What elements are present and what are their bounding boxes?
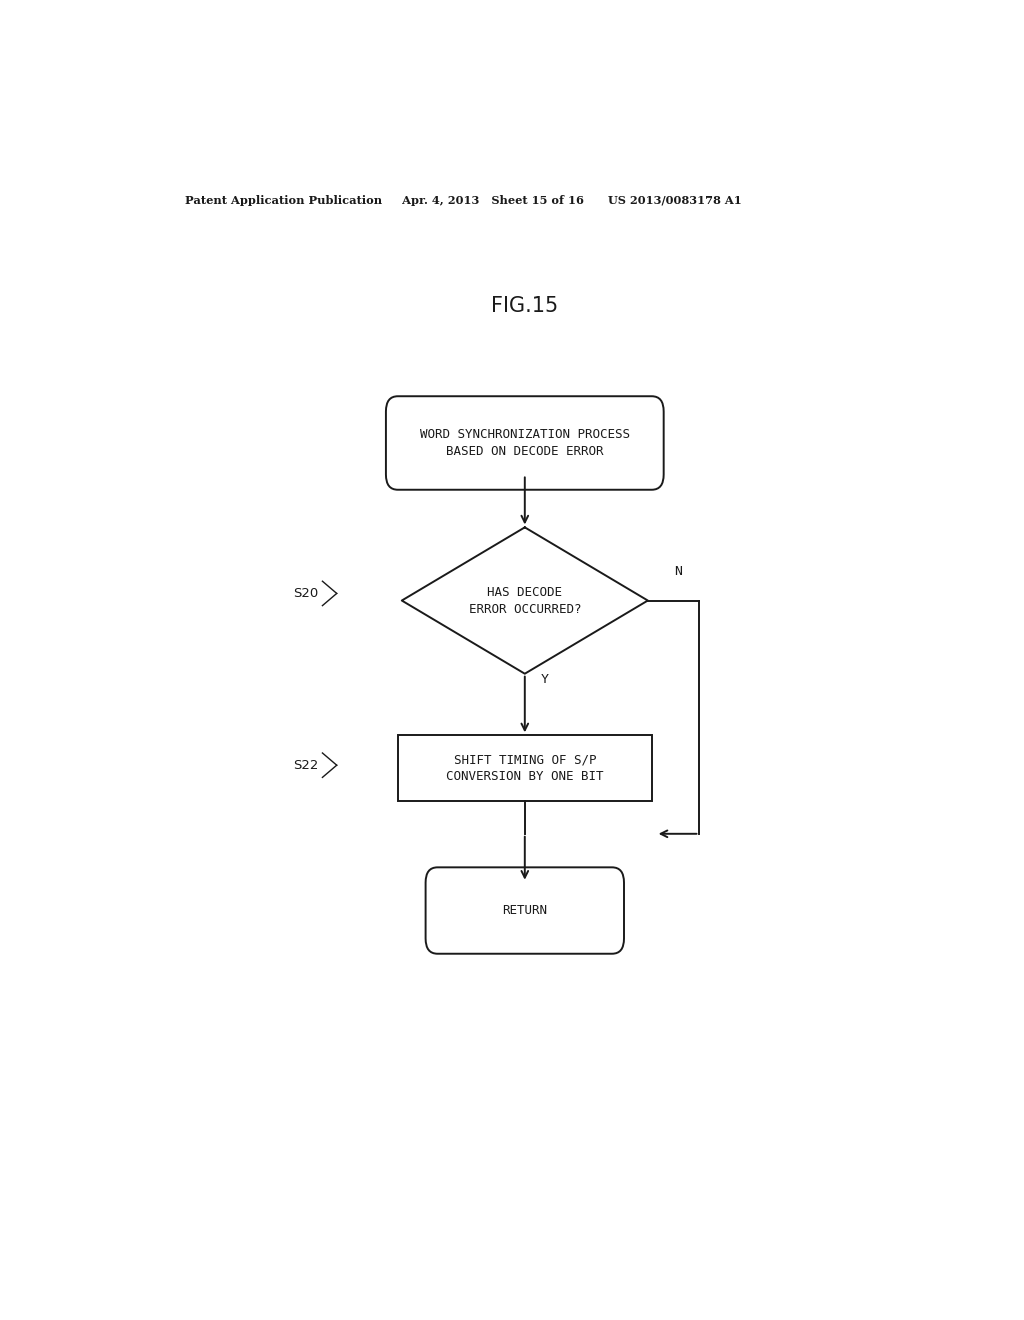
Text: HAS DECODE
ERROR OCCURRED?: HAS DECODE ERROR OCCURRED?	[469, 586, 581, 615]
Text: RETURN: RETURN	[503, 904, 547, 917]
FancyBboxPatch shape	[426, 867, 624, 954]
Text: Y: Y	[541, 673, 549, 686]
Text: S22: S22	[293, 759, 318, 772]
Text: S20: S20	[293, 587, 318, 599]
Text: SHIFT TIMING OF S/P
CONVERSION BY ONE BIT: SHIFT TIMING OF S/P CONVERSION BY ONE BI…	[446, 754, 603, 783]
Text: FIG.15: FIG.15	[492, 296, 558, 315]
Bar	[397, 735, 651, 801]
FancyBboxPatch shape	[386, 396, 664, 490]
Text: Patent Application Publication     Apr. 4, 2013   Sheet 15 of 16      US 2013/00: Patent Application Publication Apr. 4, 2…	[185, 195, 742, 206]
Text: WORD SYNCHRONIZATION PROCESS
BASED ON DECODE ERROR: WORD SYNCHRONIZATION PROCESS BASED ON DE…	[420, 428, 630, 458]
Text: N: N	[674, 565, 682, 578]
